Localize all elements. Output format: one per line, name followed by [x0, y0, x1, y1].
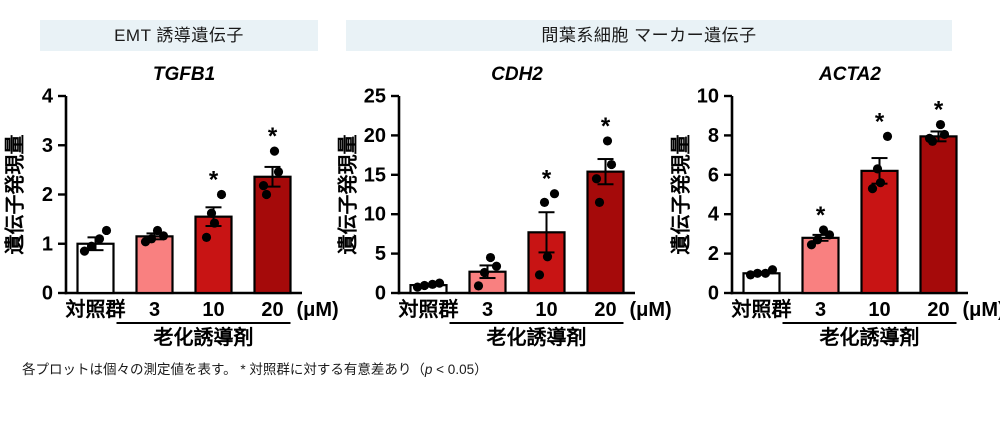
svg-text:*: * — [268, 123, 278, 150]
category-headers: EMT 誘導遺伝子 間葉系細胞 マーカー遺伝子 — [40, 20, 1000, 51]
svg-text:6: 6 — [708, 164, 719, 186]
header-mesenchymal-marker-genes: 間葉系細胞 マーカー遺伝子 — [346, 20, 952, 51]
figure: EMT 誘導遺伝子 間葉系細胞 マーカー遺伝子 TGFB1 0 1 2 3 4 遺伝子発現… — [0, 20, 1000, 378]
svg-text:4: 4 — [42, 86, 54, 108]
footnote-prefix: 各プロットは個々の測定値を表す。 * 対照群に対する有意差あり（ — [22, 362, 425, 377]
svg-text:対照群: 対照群 — [65, 297, 126, 321]
svg-text:5: 5 — [375, 243, 386, 265]
svg-text:(μM): (μM) — [963, 299, 1000, 321]
footnote-suffix: < 0.05） — [432, 362, 487, 377]
svg-text:3: 3 — [149, 299, 160, 321]
chart-title-cdh2: CDH2 — [399, 64, 635, 86]
svg-text:*: * — [875, 108, 885, 135]
svg-text:10: 10 — [364, 204, 386, 226]
svg-text:*: * — [601, 113, 611, 140]
svg-text:15: 15 — [364, 164, 386, 186]
svg-text:*: * — [209, 167, 219, 194]
svg-text:3: 3 — [42, 135, 53, 157]
svg-text:10: 10 — [535, 299, 557, 321]
svg-text:対照群: 対照群 — [731, 297, 792, 321]
svg-text:対照群: 対照群 — [398, 297, 459, 321]
svg-text:*: * — [934, 97, 944, 124]
svg-text:20: 20 — [927, 299, 949, 321]
svg-text:*: * — [816, 202, 826, 229]
svg-text:*: * — [542, 166, 552, 193]
svg-text:老化誘導剤: 老化誘導剤 — [487, 325, 587, 349]
chart-title-tgfb1: TGFB1 — [66, 64, 302, 86]
svg-text:遺伝子発現量: 遺伝子発現量 — [668, 135, 692, 255]
svg-text:4: 4 — [708, 204, 720, 226]
header-emt-genes: EMT 誘導遺伝子 — [40, 20, 318, 51]
svg-text:遺伝子発現量: 遺伝子発現量 — [335, 135, 359, 255]
svg-text:2: 2 — [708, 243, 719, 265]
svg-text:0: 0 — [708, 283, 719, 305]
svg-text:3: 3 — [815, 299, 826, 321]
svg-text:1: 1 — [42, 233, 53, 255]
svg-text:老化誘導剤: 老化誘導剤 — [154, 325, 254, 349]
svg-text:遺伝子発現量: 遺伝子発現量 — [2, 135, 26, 255]
svg-text:2: 2 — [42, 184, 53, 206]
svg-text:25: 25 — [364, 86, 386, 108]
svg-text:10: 10 — [868, 299, 890, 321]
svg-text:0: 0 — [42, 283, 53, 305]
svg-text:20: 20 — [594, 299, 616, 321]
svg-text:10: 10 — [202, 299, 224, 321]
svg-text:3: 3 — [482, 299, 493, 321]
footnote: 各プロットは個々の測定値を表す。 * 対照群に対する有意差あり（p < 0.05… — [22, 358, 1000, 378]
svg-text:8: 8 — [708, 125, 719, 147]
svg-text:10: 10 — [697, 86, 719, 108]
svg-text:老化誘導剤: 老化誘導剤 — [820, 325, 920, 349]
chart-title-acta2: ACTA2 — [732, 64, 968, 86]
svg-text:20: 20 — [364, 125, 386, 147]
svg-text:20: 20 — [261, 299, 283, 321]
svg-text:0: 0 — [375, 283, 386, 305]
